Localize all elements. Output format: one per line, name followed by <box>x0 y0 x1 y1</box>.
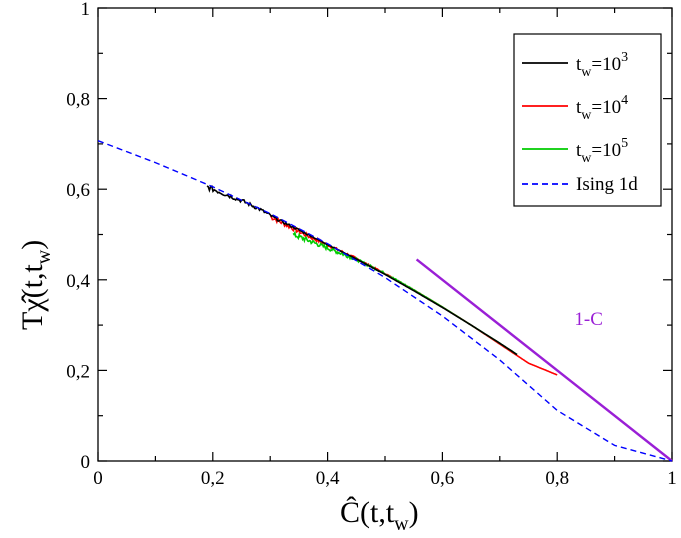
legend-tw3-mid: =10 <box>591 54 621 75</box>
x-axis-label-main: Ĉ(t,t <box>340 496 395 529</box>
legend-label-tw3: tw=103 <box>576 50 628 80</box>
y-tick-label: 0,2 <box>66 361 90 382</box>
y-tick-label: 0,4 <box>66 271 90 292</box>
legend-tw4-sub: w <box>581 108 592 123</box>
y-tick-label: 0 <box>81 452 91 473</box>
x-tick-label: 0,2 <box>201 468 225 489</box>
legend-label-tw4: tw=104 <box>576 93 628 123</box>
y-axis-label-sub: w <box>33 249 55 264</box>
legend-label-ising: Ising 1d <box>576 174 638 195</box>
legend-tw4-base: t <box>576 97 582 118</box>
legend-tw5-base: t <box>576 140 582 161</box>
y-tick-label: 1 <box>81 0 91 20</box>
legend-tw5-sup: 5 <box>621 136 628 151</box>
y-tick-label: 0,8 <box>66 90 90 111</box>
legend: tw=103 tw=104 tw=105 Ising 1d <box>513 33 662 207</box>
x-tick-label: 0 <box>93 468 103 489</box>
legend-tw3-base: t <box>576 54 582 75</box>
x-axis-label-end: ) <box>409 496 419 529</box>
x-tick-label: 0,4 <box>316 468 340 489</box>
series-line-1-c <box>415 258 673 462</box>
legend-tw5-mid: =10 <box>591 140 621 161</box>
series-line-t-w-10-3 <box>206 185 518 356</box>
legend-tw4-sup: 4 <box>621 93 628 108</box>
y-tick-label: 0,6 <box>66 180 90 201</box>
legend-tw3-sup: 3 <box>621 50 628 65</box>
x-axis-label-sub: w <box>394 513 409 535</box>
y-axis-label-main: Tχ̂(t,t <box>16 264 49 330</box>
x-tick-label: 0,8 <box>545 468 569 489</box>
series-line-ising-1d <box>97 140 673 462</box>
x-axis-label: Ĉ(t,tw) <box>340 496 419 535</box>
x-tick-label: 1 <box>667 468 677 489</box>
y-axis-label: Tχ̂(t,tw) <box>16 240 55 330</box>
legend-tw5-sub: w <box>581 151 592 166</box>
y-axis-label-end: ) <box>16 240 49 250</box>
series-layer <box>97 140 673 462</box>
legend-tw4-mid: =10 <box>591 97 621 118</box>
series-line-t-w-10-5 <box>292 230 518 356</box>
axis-ticks: 0 0,2 0,4 0,6 0,8 1 0 0,2 0,4 0,6 0,8 1 <box>66 0 677 489</box>
x-tick-label: 0,6 <box>431 468 455 489</box>
annotation-1-c: 1-C <box>574 309 603 330</box>
legend-tw3-sub: w <box>581 65 592 80</box>
legend-label-tw5: tw=105 <box>576 136 628 166</box>
